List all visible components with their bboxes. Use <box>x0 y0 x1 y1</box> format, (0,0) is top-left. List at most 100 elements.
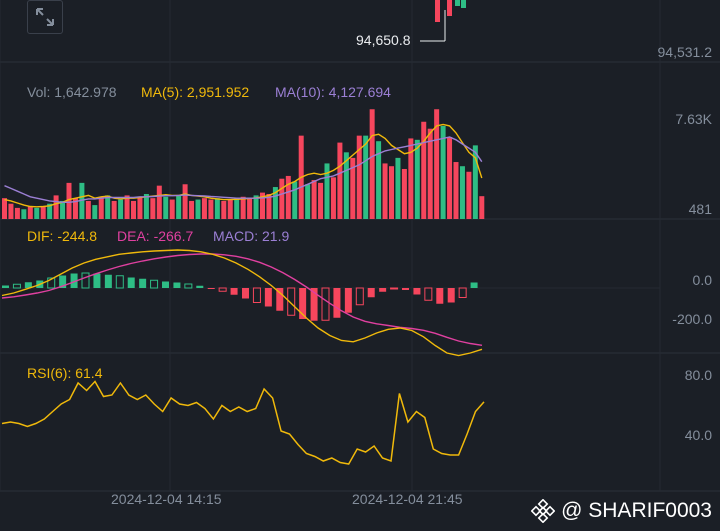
macd-histogram-bar <box>173 282 181 288</box>
volume-bar <box>434 109 440 219</box>
macd-histogram-bar <box>321 287 330 321</box>
volume-bar <box>92 205 98 219</box>
volume-bar <box>131 200 136 219</box>
volume-bar <box>389 166 394 219</box>
rsi-axis-top: 80.0 <box>684 367 712 383</box>
macd-histogram-bar <box>218 287 227 292</box>
volume-bar <box>208 199 214 219</box>
ma10-line <box>4 136 483 204</box>
volume-bar <box>60 200 66 219</box>
macd-histogram-bar <box>344 288 352 313</box>
macd-histogram-bar <box>104 274 112 288</box>
volume-bar <box>440 125 446 219</box>
volume-bar <box>195 199 201 219</box>
rsi-axis-bottom: 40.0 <box>684 427 712 443</box>
volume-bar <box>21 209 27 219</box>
volume-bar <box>234 198 240 219</box>
volume-bar <box>369 109 375 219</box>
volume-bar <box>163 196 169 219</box>
volume-bar <box>363 135 369 219</box>
macd-histogram-bar <box>355 287 364 306</box>
macd-histogram-bar <box>458 287 467 298</box>
macd-histogram-bar <box>207 288 215 289</box>
volume-bar <box>79 182 85 219</box>
macd-histogram-bar <box>150 279 159 289</box>
volume-bar <box>427 128 433 219</box>
ma10-label: MA(10): 4,127.694 <box>275 84 391 100</box>
price-candle <box>435 0 440 22</box>
volume-bar <box>279 178 285 219</box>
volume-bar <box>111 200 117 219</box>
volume-bar <box>285 175 291 219</box>
volume-bar <box>408 138 414 219</box>
macd-histogram-bar <box>115 275 124 289</box>
volume-bar <box>343 152 349 219</box>
volume-bar <box>182 184 188 219</box>
macd-histogram-bar <box>264 288 272 307</box>
ma5-label: MA(5): 2,951.952 <box>141 84 250 100</box>
volume-bar <box>150 198 156 219</box>
volume-bar <box>156 185 162 219</box>
watermark-text: @ SHARIF0003 <box>561 499 712 522</box>
volume-bar <box>337 142 343 219</box>
dif-line <box>1 249 483 357</box>
macd-histogram-bar <box>402 288 409 290</box>
macd-histogram-bar <box>390 287 399 290</box>
volume-bar <box>98 196 104 219</box>
macd-histogram-bar <box>252 287 261 303</box>
macd-histogram-bar <box>2 285 9 288</box>
volume-label: Vol: 1,642.978 <box>27 84 117 100</box>
volume-bar <box>221 200 227 219</box>
volume-bar <box>395 157 401 219</box>
volume-bar <box>137 196 143 219</box>
volume-bar <box>266 193 272 219</box>
price-marker: 94,650.8 <box>356 32 411 48</box>
volume-bar <box>2 198 7 219</box>
volume-bar <box>324 163 330 219</box>
volume-bar <box>8 203 14 219</box>
volume-bar <box>330 177 336 219</box>
macd-histogram-bar <box>184 283 193 289</box>
volume-bar <box>124 195 130 219</box>
macd-histogram-bar <box>299 288 307 319</box>
volume-bar <box>169 199 175 219</box>
volume-bar <box>40 206 46 219</box>
volume-bar <box>227 199 233 219</box>
dif-label: DIF: -244.8 <box>27 228 98 244</box>
x-axis-date-1: 2024-12-04 14:15 <box>111 491 222 507</box>
volume-bar <box>176 195 182 219</box>
macd-histogram-bar <box>333 288 341 318</box>
macd-histogram-bar <box>310 288 318 321</box>
volume-bar <box>260 192 265 219</box>
watermark: @ SHARIF0003 <box>531 499 712 523</box>
volume-bar <box>247 198 253 219</box>
price-candle <box>455 0 460 6</box>
macd-histogram-bar <box>230 288 238 295</box>
volume-bar <box>472 145 478 219</box>
macd-axis-bottom: -200.0 <box>672 311 712 327</box>
volume-bar <box>118 199 124 219</box>
macd-histogram-bar <box>139 278 147 288</box>
macd-histogram-bar <box>24 282 32 288</box>
volume-bar <box>479 196 485 219</box>
macd-histogram-bar <box>59 275 67 288</box>
macd-histogram-bar <box>196 285 204 288</box>
price-axis-label: 94,531.2 <box>657 44 713 60</box>
volume-bar <box>34 207 40 219</box>
macd-histogram-bar <box>447 288 455 303</box>
macd-histogram-bar <box>276 288 284 311</box>
macd-histogram-bar <box>127 277 135 288</box>
volume-bar <box>14 207 20 219</box>
rsi-line <box>1 380 485 465</box>
expand-button[interactable] <box>27 0 63 34</box>
price-candle <box>461 0 466 8</box>
dea-label: DEA: -266.7 <box>117 228 194 244</box>
volume-bar <box>305 184 311 219</box>
macd-histogram-bar <box>413 288 421 295</box>
volume-bar <box>253 195 259 219</box>
volume-bar <box>201 198 207 219</box>
volume-bar <box>47 203 53 219</box>
macd-histogram-bar <box>287 287 296 316</box>
